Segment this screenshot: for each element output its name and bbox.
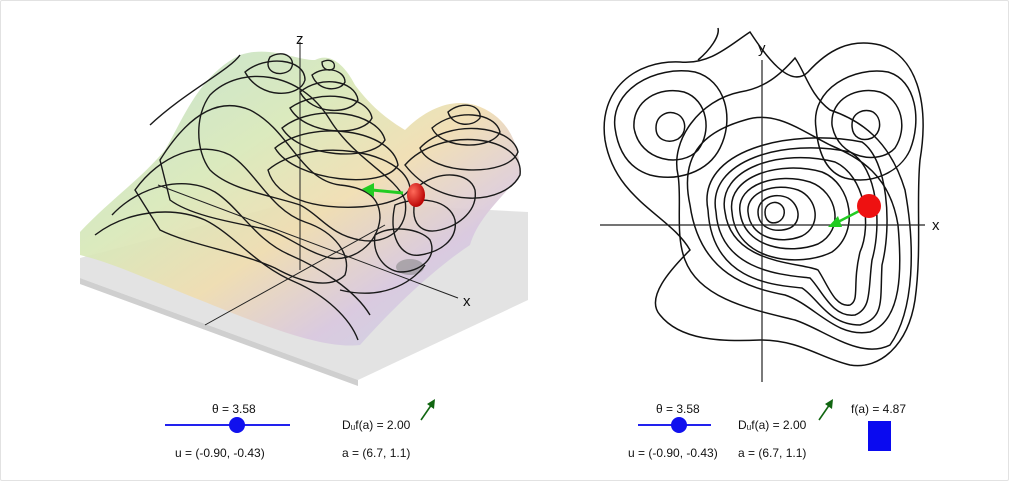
z-axis-label: z (296, 31, 304, 48)
floor-plane-edge (80, 278, 358, 386)
theta-slider-track[interactable] (165, 424, 290, 426)
theta-slider-knob[interactable] (229, 417, 245, 433)
x-axis-label-2d: x (932, 217, 940, 234)
theta-slider-knob-2d[interactable] (671, 417, 687, 433)
point-a-label-2d: a = (6.7, 1.1) (738, 446, 807, 460)
contour-2d-canvas[interactable]: x y (560, 0, 1009, 400)
surface-contours (94, 53, 521, 341)
direction-arrow-icon (420, 399, 435, 421)
surface-3d-panel[interactable]: x z θ = 3.58 u = (-0.90, -0.43) Dᵤf(a) =… (0, 0, 540, 480)
point-shadow (396, 259, 424, 275)
theta-label-2d: θ = 3.58 (656, 402, 700, 416)
u-vector-label-2d: u = (-0.90, -0.43) (628, 446, 718, 460)
directional-derivative-label: Dᵤf(a) = 2.00 (342, 418, 411, 432)
function-value-label: f(a) = 4.87 (851, 402, 907, 416)
surface-point[interactable] (407, 183, 425, 207)
contour-2d-panel[interactable]: x y θ = 3.58 u = (-0.90, -0.43) Dᵤf(a) =… (560, 0, 1009, 480)
x-axis-label: x (463, 293, 471, 310)
y-axis-label-2d: y (758, 40, 766, 57)
gradient-arrow (362, 183, 404, 197)
point-a-marker[interactable] (857, 194, 881, 218)
x-axis (157, 184, 459, 299)
u-vector-label: u = (-0.90, -0.43) (175, 446, 265, 460)
point-a-label: a = (6.7, 1.1) (342, 446, 411, 460)
function-value-bar (868, 421, 891, 451)
axes-3d (157, 42, 459, 326)
directional-derivative-label-2d: Dᵤf(a) = 2.00 (738, 418, 807, 432)
surface-3d-canvas[interactable]: x z (0, 0, 540, 400)
contour-lines (603, 27, 924, 367)
theta-label: θ = 3.58 (212, 402, 256, 416)
y-axis (204, 224, 386, 326)
direction-arrow-icon-2d (818, 399, 833, 421)
